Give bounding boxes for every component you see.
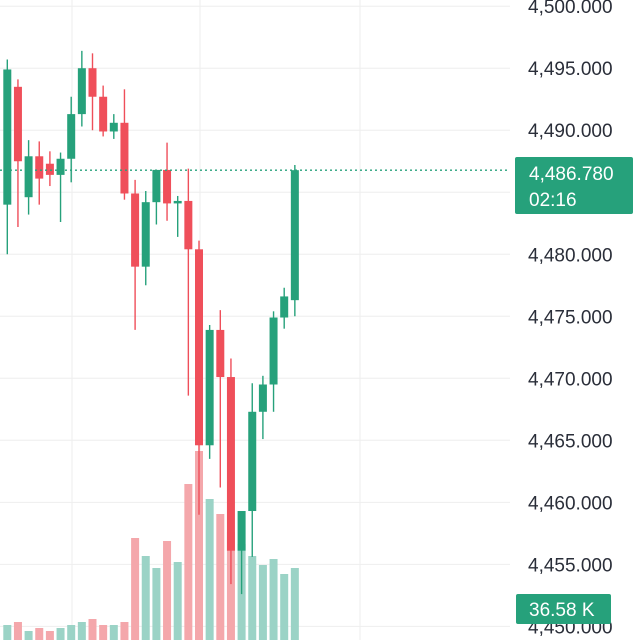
volume-bar	[152, 568, 161, 640]
candle-body	[99, 96, 108, 132]
volume-bar	[258, 565, 267, 640]
volume-bar	[216, 514, 225, 640]
volume-bar	[248, 556, 257, 640]
candle-body	[195, 249, 203, 446]
volume-badge: 36.58 K	[516, 594, 611, 624]
candle-body	[152, 169, 161, 203]
price-tick-label: 4,475.000	[528, 307, 613, 328]
candle-body	[163, 169, 172, 204]
volume-bar	[24, 631, 33, 640]
price-tick-label: 4,460.000	[528, 493, 613, 514]
candle-body	[109, 122, 118, 132]
candle-body	[141, 202, 150, 267]
volume-bar	[131, 538, 140, 640]
price-tick-label: 4,500.000	[528, 0, 613, 18]
volume-value: 36.58 K	[529, 600, 595, 621]
volume-bar	[173, 562, 182, 640]
volume-bar	[205, 499, 214, 640]
candle-body	[205, 329, 214, 446]
candles	[3, 50, 299, 595]
candle-body	[184, 200, 193, 250]
volume-bar	[77, 622, 86, 640]
volume-bar	[3, 625, 12, 640]
volume-bar	[163, 541, 172, 640]
candle-body	[35, 156, 44, 179]
price-tick-label: 4,470.000	[528, 369, 613, 390]
candle-body	[88, 68, 97, 97]
volume-bar	[109, 625, 118, 640]
candle-body	[131, 193, 140, 267]
volume-bar	[290, 568, 299, 640]
volume-bar	[99, 625, 108, 640]
candle-body	[258, 384, 267, 412]
price-tick-label: 4,465.000	[528, 431, 613, 452]
candle-body	[3, 69, 12, 205]
candle-body	[237, 511, 246, 551]
candle-body	[120, 122, 129, 194]
candle-body	[248, 411, 257, 512]
volume-bar	[67, 625, 76, 640]
price-tick-label: 4,495.000	[528, 59, 613, 80]
candle-body	[290, 170, 299, 301]
volume-bar	[226, 532, 235, 640]
candle-body	[56, 158, 65, 175]
candle-body	[280, 296, 289, 318]
candle-body	[24, 156, 33, 198]
volume-bar	[88, 619, 97, 640]
volume-bar	[13, 622, 22, 640]
price-tick-label: 4,455.000	[528, 555, 613, 576]
volume-bar	[195, 451, 203, 640]
volume-bar	[280, 574, 289, 640]
volume-bar	[120, 622, 129, 640]
candle-body	[226, 377, 235, 551]
last-price-value: 4,486.780	[529, 164, 614, 185]
candle-body	[67, 114, 76, 159]
grid	[0, 0, 510, 640]
candle-body	[269, 317, 278, 385]
volume-bar	[56, 628, 65, 640]
price-tick-label: 4,480.000	[528, 245, 613, 266]
candle-body	[45, 163, 54, 175]
volume-bar	[45, 631, 54, 640]
volume-bar	[269, 559, 278, 640]
candle-countdown: 02:16	[529, 190, 577, 211]
candle-body	[13, 86, 22, 162]
last-price-badge: 4,486.780 02:16	[515, 157, 633, 214]
candle-body	[216, 329, 225, 378]
candle-body	[77, 68, 86, 115]
price-tick-label: 4,490.000	[528, 121, 613, 142]
volume-bar	[35, 628, 44, 640]
volume-bar	[141, 556, 150, 640]
candle-body	[173, 200, 182, 204]
price-axis[interactable]: 4,500.000 4,495.000 4,490.000 4,480.000 4,47…	[528, 0, 613, 638]
volume-bar	[184, 484, 193, 640]
